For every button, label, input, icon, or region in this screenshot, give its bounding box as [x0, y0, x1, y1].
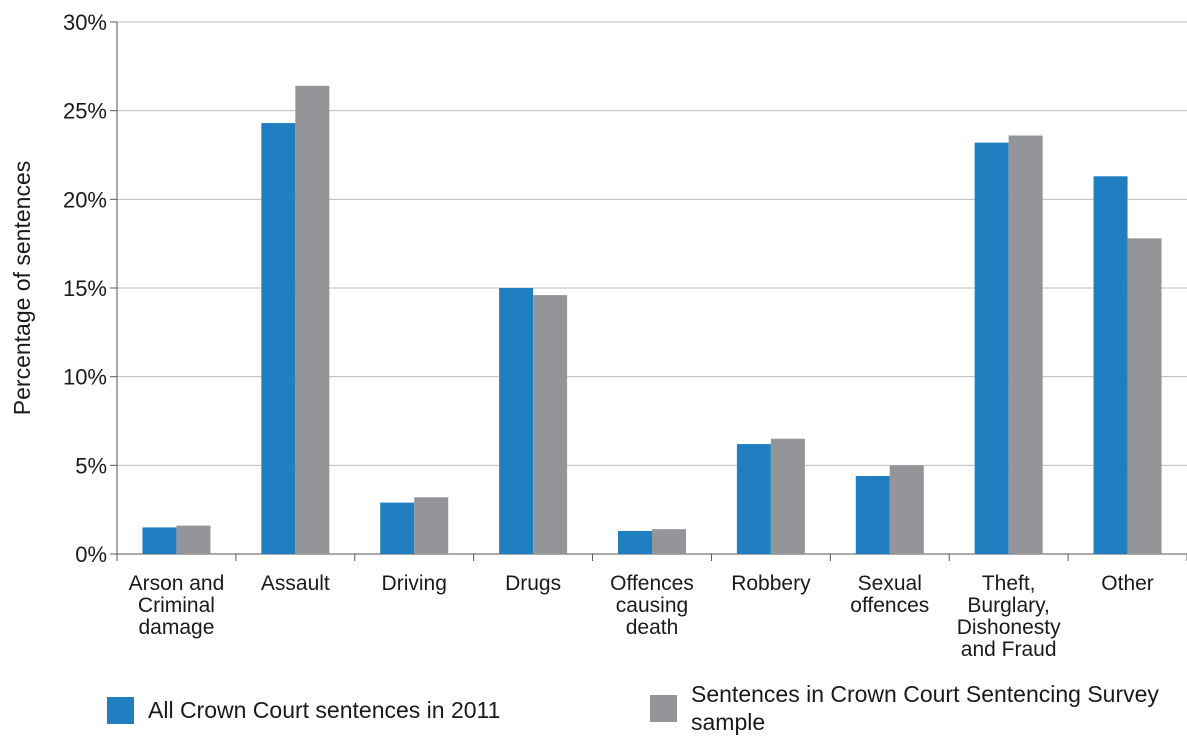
bar-all-crown-court [974, 142, 1009, 554]
bar-survey-sample [1008, 135, 1043, 554]
x-tick-label: Robbery [731, 572, 811, 595]
x-tick-label: Drugs [505, 572, 561, 595]
bar-all-crown-court [380, 502, 415, 554]
x-tick-label: Driving [382, 572, 447, 595]
x-tick-label: Arson and [129, 572, 225, 595]
bar-survey-sample [1127, 238, 1162, 554]
legend-swatch-gray [650, 694, 677, 722]
x-tick-label: Theft, [982, 572, 1036, 595]
y-tick-label: 5% [75, 453, 107, 478]
x-tick-label: Assault [261, 572, 330, 595]
y-tick-label: 15% [63, 276, 107, 301]
bar-all-crown-court [736, 444, 771, 554]
legend-item-survey-sample: Sentences in Crown Court Sentencing Surv… [650, 680, 1161, 736]
y-tick-label: 10% [63, 365, 107, 390]
bar-chart: 0% 5% 10% 15% 20% 25% 30% Percentage of sentenc… [9, 10, 1187, 661]
bar-all-crown-court [499, 288, 534, 554]
x-tick-label: offences [850, 594, 929, 617]
y-tick-label: 0% [75, 542, 107, 567]
bar-survey-sample [176, 525, 211, 554]
legend-swatch-blue [107, 696, 134, 724]
bar-survey-sample [770, 438, 805, 554]
bar-all-crown-court [142, 527, 177, 554]
bar-survey-sample [295, 85, 330, 554]
bar-survey-sample [652, 529, 686, 554]
legend-label: Sentences in Crown Court Sentencing Surv… [691, 681, 1159, 735]
bar-survey-sample [414, 497, 449, 554]
x-tick-label: Sexual [858, 572, 922, 595]
bar-all-crown-court [1093, 176, 1128, 554]
bar-all-crown-court [618, 530, 652, 554]
y-tick-label: 30% [63, 10, 107, 35]
bar-all-crown-court [855, 475, 890, 554]
y-tick-label: 25% [63, 99, 107, 124]
x-tick-label: death [626, 616, 679, 639]
x-tick-label: Criminal [138, 594, 215, 617]
x-tick-label: damage [138, 616, 214, 639]
x-tick-label: Dishonesty [957, 616, 1061, 639]
y-axis-label: Percentage of sentences [9, 161, 35, 415]
bar-survey-sample [889, 465, 924, 554]
x-tick-label: Burglary, [967, 594, 1049, 617]
x-tick-label: and Fraud [961, 638, 1057, 661]
x-tick-label: Other [1101, 572, 1154, 595]
bar-survey-sample [533, 295, 568, 554]
y-tick-label: 20% [63, 187, 107, 212]
legend-label: All Crown Court sentences in 2011 [148, 697, 501, 723]
x-tick-label: Offences [610, 572, 694, 595]
x-tick-label: causing [616, 594, 688, 617]
legend-item-all-crown-court: All Crown Court sentences in 2011 [107, 696, 500, 724]
bar-all-crown-court [261, 123, 296, 554]
legend: All Crown Court sentences in 2011 Senten… [0, 680, 1187, 744]
